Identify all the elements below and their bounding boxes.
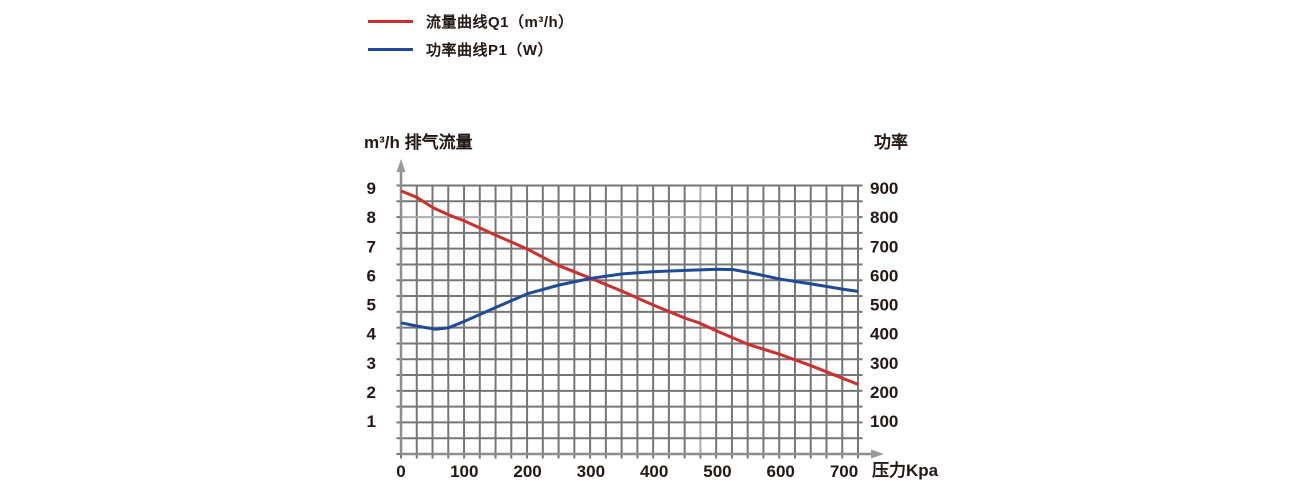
x-axis-tick-label: 400 (640, 462, 668, 481)
legend-item-q1: 流量曲线Q1（m³/h） (368, 7, 574, 35)
legend-label-q1: 流量曲线Q1（m³/h） (426, 13, 574, 31)
legend-label-p1: 功率曲线P1（W） (426, 41, 554, 59)
left-axis-tick-label: 8 (367, 208, 376, 227)
x-axis-tick-label: 500 (703, 462, 731, 481)
right-axis-tick-label: 900 (870, 179, 898, 198)
legend-line-p1-icon (368, 47, 413, 51)
x-axis-tick-label: 100 (450, 462, 478, 481)
left-axis-tick-label: 7 (367, 237, 376, 256)
right-axis-tick-label: 700 (870, 237, 898, 256)
left-axis-title: m³/h 排气流量 (364, 133, 473, 152)
x-axis-tick-label: 700 (830, 462, 858, 481)
right-axis-tick-label: 400 (870, 325, 898, 344)
legend-item-p1: 功率曲线P1（W） (368, 35, 574, 63)
flow-curve-q1 (400, 189, 859, 386)
right-axis-tick-label: 300 (870, 354, 898, 373)
x-axis-tick-label: 200 (513, 462, 541, 481)
legend: 流量曲线Q1（m³/h） 功率曲线P1（W） (368, 7, 574, 63)
x-axis-tick-label: 600 (767, 462, 795, 481)
legend-line-q1-icon (368, 19, 413, 23)
right-axis-tick-label: 100 (870, 412, 898, 431)
left-axis-tick-label: 6 (367, 266, 376, 285)
x-axis-tick-label: 300 (577, 462, 605, 481)
right-axis-tick-label: 500 (870, 296, 898, 315)
right-axis-title: 功率 (874, 133, 908, 152)
x-axis-title: 压力Kpa (872, 461, 939, 480)
left-axis-tick-label: 3 (367, 354, 376, 373)
left-axis-tick-label: 4 (367, 325, 377, 344)
right-axis-tick-label: 200 (870, 383, 898, 402)
left-axis-tick-label: 9 (367, 179, 376, 198)
left-axis-tick-label: 2 (367, 383, 376, 402)
x-axis-tick-label: 0 (396, 462, 405, 481)
right-axis-tick-label: 800 (870, 208, 898, 227)
x-axis-arrow-icon (871, 449, 884, 459)
left-axis-tick-label: 5 (367, 296, 376, 315)
power-curve-p1 (400, 267, 859, 331)
y-axis-arrow-icon (396, 159, 406, 172)
right-axis-tick-label: 600 (870, 266, 898, 285)
left-axis-tick-label: 1 (367, 412, 376, 431)
